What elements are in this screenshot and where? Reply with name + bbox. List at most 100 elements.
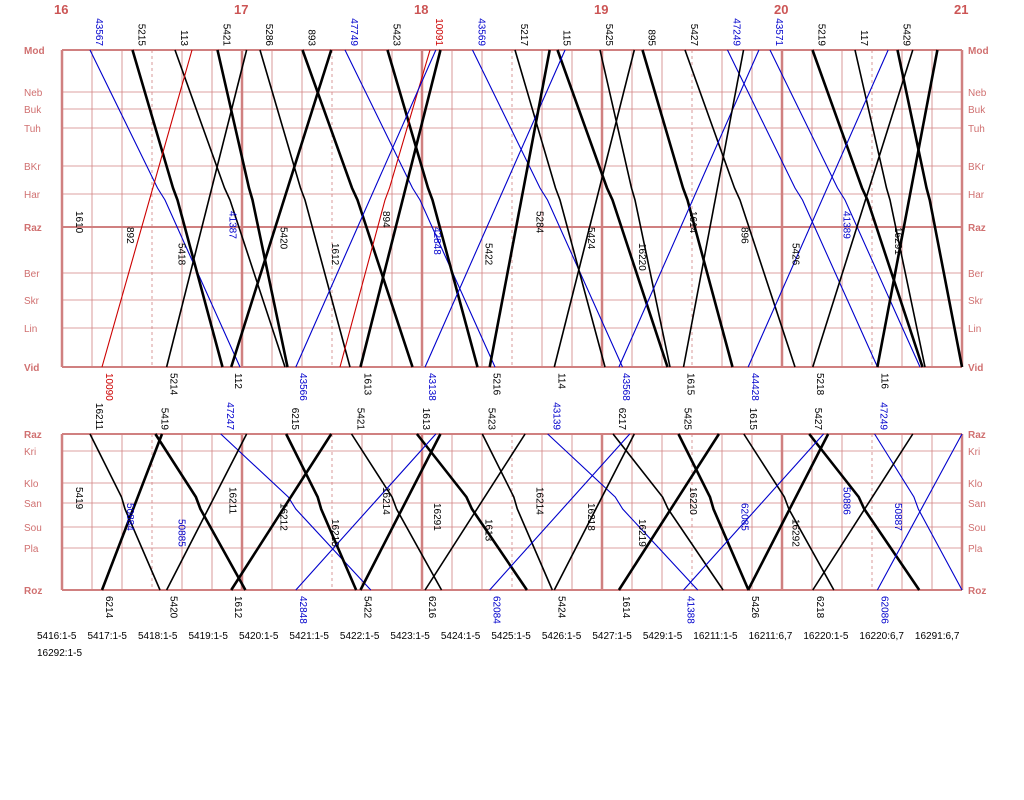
hour-label: 18 — [414, 2, 428, 17]
upper-train-number-bottom: 5216 — [491, 373, 502, 396]
upper-train-number-top: 5217 — [518, 24, 529, 47]
lower-train-path-down — [547, 433, 699, 591]
legend-entry: 5416:1-5 — [37, 631, 77, 642]
upper-train-path-down — [896, 49, 964, 368]
legend-entry: 5423:1-5 — [390, 631, 430, 642]
lower-train-path-up — [683, 433, 824, 591]
lower-station-label-right: Klo — [968, 479, 983, 490]
upper-train-path-up — [488, 49, 551, 368]
upper-train-number-inner: 894 — [380, 211, 391, 228]
upper-station-label-right: BKr — [968, 162, 985, 173]
upper-train-number-inner: 5426 — [789, 243, 800, 266]
day-validity-legend: 5416:1-5 5417:1-5 5418:1-5 5419:1-5 5420:1-5… — [37, 628, 997, 662]
upper-train-path-up — [295, 49, 437, 368]
lower-train-number-bottom: 6218 — [814, 596, 825, 619]
lower-train-number-inner: 16214 — [380, 487, 391, 515]
upper-train-path-down — [301, 49, 414, 368]
lower-train-path-down — [154, 433, 247, 591]
upper-train-number-bottom: 116 — [878, 373, 889, 389]
upper-train-number-top: 47749 — [348, 18, 359, 46]
lower-station-label-right: Pla — [968, 544, 983, 555]
lower-train-number-top: 5425 — [681, 408, 692, 431]
lower-train-path-down — [220, 433, 372, 591]
hour-label: 20 — [774, 2, 788, 17]
legend-entry: 5427:1-5 — [592, 631, 632, 642]
lower-train-path-up — [100, 433, 164, 591]
lower-train-path-down — [481, 433, 554, 591]
lower-train-path-down — [743, 433, 835, 591]
upper-train-number-top: 5421 — [221, 24, 232, 47]
upper-train-number-top: 115 — [561, 30, 572, 46]
upper-station-label-left: Tuh — [24, 124, 41, 135]
upper-train-path-down — [854, 49, 926, 368]
upper-train-path-down — [769, 49, 921, 368]
lower-station-label-left: Roz — [24, 586, 42, 597]
upper-train-number-top: 5215 — [136, 24, 147, 47]
upper-train-number-top: 895 — [646, 29, 657, 46]
legend-entry: 16211:6,7 — [748, 631, 793, 642]
upper-station-label-right: Neb — [968, 88, 987, 99]
upper-train-number-inner: 41389 — [841, 211, 852, 239]
lower-train-number-top: 5423 — [485, 408, 496, 431]
lower-train-number-inner: 50885 — [175, 519, 186, 547]
upper-station-label-left: Mod — [24, 46, 45, 57]
upper-train-number-top: 893 — [306, 29, 317, 46]
lower-train-number-inner: 16219 — [636, 519, 647, 547]
lower-train-number-inner: 5419 — [73, 487, 84, 510]
lower-train-number-inner: 16292 — [789, 519, 800, 547]
upper-train-number-inner: 16220 — [636, 243, 647, 271]
legend-entry: 16220:1-5 — [803, 631, 849, 642]
lower-train-number-bottom: 5426 — [749, 596, 760, 619]
upper-train-number-bottom: 1613 — [361, 373, 372, 396]
legend-entry: 5417:1-5 — [87, 631, 127, 642]
upper-train-number-bottom: 43566 — [297, 373, 308, 401]
upper-train-number-top: 43571 — [773, 18, 784, 46]
upper-station-label-right: Vid — [968, 363, 983, 374]
hour-label: 16 — [54, 2, 68, 17]
upper-train-number-top: 5423 — [391, 24, 402, 47]
upper-train-number-bottom: 43568 — [620, 373, 631, 401]
lower-station-label-left: San — [24, 499, 42, 510]
legend-entry: 5422:1-5 — [339, 631, 380, 642]
lower-station-label-right: San — [968, 499, 986, 510]
lower-train-number-inner: 16214 — [534, 487, 545, 515]
hour-label: 17 — [234, 2, 248, 17]
upper-train-number-inner: 5422 — [482, 243, 493, 266]
upper-train-number-bottom: 114 — [555, 373, 566, 389]
lower-train-path-up — [295, 433, 437, 591]
lower-station-label-right: Kri — [968, 447, 980, 458]
upper-train-path-down — [131, 49, 224, 368]
upper-station-label-left: Har — [24, 190, 41, 201]
lower-train-path-up — [876, 433, 963, 591]
lower-train-path-down — [89, 433, 161, 591]
lower-train-number-bottom: 5424 — [555, 596, 566, 619]
upper-train-path-up — [618, 49, 760, 368]
lower-train-path-down — [677, 433, 750, 591]
lower-train-path-down — [612, 433, 724, 591]
upper-train-number-top: 117 — [858, 30, 869, 46]
upper-train-number-inner: 1612 — [329, 243, 340, 266]
upper-train-number-bottom: 112 — [232, 373, 243, 389]
lower-train-number-top: 1613 — [420, 408, 431, 431]
upper-train-number-inner: 5284 — [534, 211, 545, 234]
upper-train-path-up — [101, 49, 193, 368]
lower-train-number-inner: 16291 — [431, 503, 442, 531]
lower-station-label-left: Kri — [24, 447, 36, 458]
upper-train-number-bottom: 10090 — [103, 373, 114, 401]
lower-train-number-bottom: 62086 — [878, 596, 889, 624]
upper-train-number-bottom: 5214 — [168, 373, 179, 396]
lower-station-label-right: Raz — [968, 430, 986, 441]
upper-station-label-left: Vid — [24, 363, 39, 374]
lower-train-path-up — [746, 433, 830, 591]
upper-train-number-bottom: 43138 — [426, 373, 437, 401]
lower-train-number-inner: 16213 — [329, 519, 340, 547]
lower-train-path-down — [284, 433, 358, 591]
lower-train-path-up — [424, 433, 526, 591]
lower-train-path-up — [359, 433, 442, 591]
legend-entry: 16292:1-5 — [37, 648, 83, 659]
lower-train-path-down — [808, 433, 921, 591]
upper-station-label-right: Raz — [968, 223, 986, 234]
upper-train-path-up — [553, 49, 636, 368]
upper-station-label-left: Skr — [24, 296, 40, 307]
